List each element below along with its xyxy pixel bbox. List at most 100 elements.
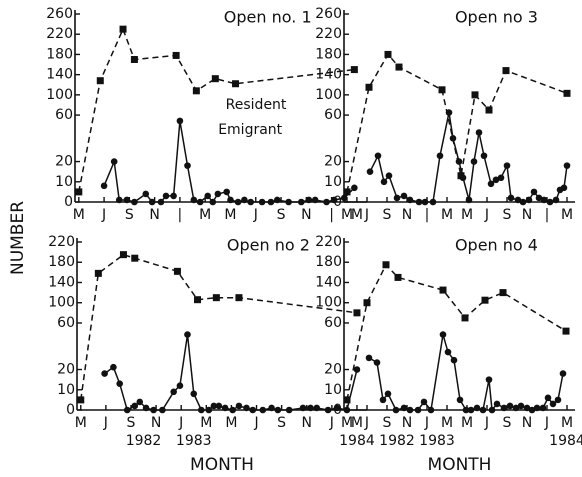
marker <box>540 196 548 204</box>
y-tick-label: 220 <box>315 26 342 42</box>
marker <box>148 198 156 206</box>
x-tick-label: J <box>103 415 108 431</box>
marker <box>297 198 305 206</box>
marker <box>234 198 242 206</box>
x-tick-label: N <box>301 415 311 431</box>
marker <box>131 402 139 410</box>
x-tick-label: S <box>383 207 392 223</box>
x-tick-label: S <box>127 415 136 431</box>
marker <box>223 188 230 196</box>
marker <box>333 404 341 412</box>
x-tick-label: M <box>75 415 87 431</box>
marker <box>170 388 177 396</box>
y-tick-label: 220 <box>315 234 342 250</box>
x-tick-label: S <box>503 207 512 223</box>
marker <box>471 91 479 99</box>
marker <box>563 89 571 97</box>
marker <box>517 402 525 410</box>
panel-title: Open no 4 <box>455 236 538 255</box>
marker <box>243 404 250 412</box>
marker <box>210 402 218 410</box>
marker <box>299 404 307 412</box>
x-tick-label: J <box>329 415 334 431</box>
marker <box>479 406 487 414</box>
x-tick-label: J <box>178 415 183 431</box>
marker <box>268 404 275 412</box>
x-tick-label: M <box>224 207 236 223</box>
marker <box>488 406 496 414</box>
marker <box>110 158 118 165</box>
x-tick-label: M <box>441 415 453 431</box>
marker <box>131 198 138 206</box>
x-tick-label: M <box>73 207 85 223</box>
x-tick-label: J <box>424 415 429 431</box>
x-tick-label: M <box>441 207 453 223</box>
marker <box>506 402 514 410</box>
y-tick-label: 260 <box>315 6 342 22</box>
x-tick-label: J <box>253 207 258 223</box>
marker <box>485 106 493 114</box>
marker <box>546 198 554 206</box>
marker <box>247 198 255 206</box>
marker <box>379 396 387 404</box>
marker <box>173 267 181 275</box>
marker <box>365 354 373 362</box>
marker <box>492 176 500 184</box>
marker <box>235 402 243 410</box>
marker <box>450 356 458 364</box>
marker <box>497 174 505 182</box>
marker <box>502 67 510 75</box>
y-tick-label: 100 <box>315 295 342 311</box>
marker <box>353 309 361 317</box>
x-tick-label: M <box>461 207 473 223</box>
marker <box>110 363 117 371</box>
marker <box>343 188 351 196</box>
marker <box>439 286 447 294</box>
marker <box>415 198 423 206</box>
y-tick-label: 140 <box>315 67 342 83</box>
marker <box>96 77 104 85</box>
marker <box>456 396 464 404</box>
marker <box>172 51 180 59</box>
marker <box>436 152 444 160</box>
marker <box>385 172 393 180</box>
marker <box>560 184 568 192</box>
marker <box>373 359 381 366</box>
marker <box>500 404 508 412</box>
marker <box>535 194 543 202</box>
marker <box>455 158 463 165</box>
marker <box>499 289 507 297</box>
marker <box>313 404 321 412</box>
marker <box>439 331 447 338</box>
marker <box>512 404 520 412</box>
marker <box>176 382 184 390</box>
marker <box>123 196 131 204</box>
marker <box>131 254 139 262</box>
y-tick-label: 20 <box>55 154 73 170</box>
marker <box>214 190 222 198</box>
x-tick-label: S <box>125 207 134 223</box>
marker <box>267 198 275 206</box>
marker <box>212 294 220 302</box>
marker <box>374 152 382 160</box>
x-tick-label: J <box>364 415 369 431</box>
y-tick-label: 60 <box>324 107 342 123</box>
x-tick-label: S <box>277 207 286 223</box>
marker <box>232 80 240 88</box>
y-tick-label: 60 <box>57 315 75 331</box>
marker <box>493 400 501 408</box>
marker <box>549 400 557 408</box>
marker <box>525 196 533 204</box>
year-label: 1984 <box>549 433 582 449</box>
marker <box>77 396 85 404</box>
y-tick-label: 180 <box>315 254 342 270</box>
marker <box>323 198 330 206</box>
year-label: 1982 <box>126 433 162 449</box>
marker <box>467 406 475 414</box>
marker <box>350 66 358 74</box>
y-tick-label: 0 <box>333 194 342 210</box>
marker <box>119 25 127 33</box>
